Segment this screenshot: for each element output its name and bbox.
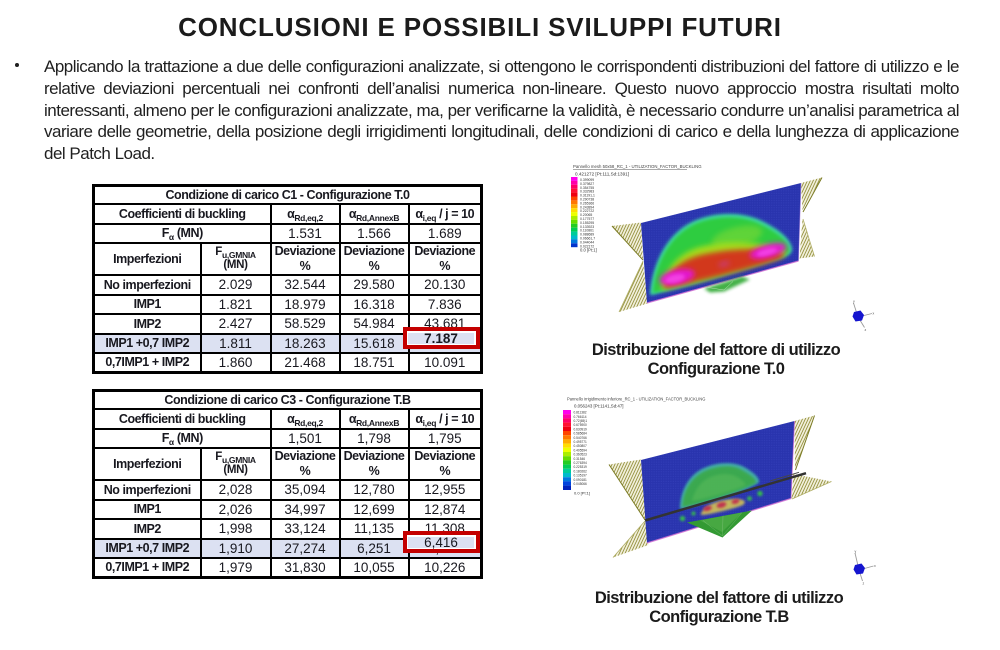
svg-text:0.31191,1: 0.31191,1 bbox=[580, 194, 595, 198]
svg-text:0.450807: 0.450807 bbox=[574, 444, 588, 448]
svg-text:0.135197: 0.135197 bbox=[574, 474, 588, 478]
svg-text:z: z bbox=[865, 328, 867, 332]
svg-text:0.110861: 0.110861 bbox=[580, 229, 594, 233]
svg-text:0.332983: 0.332983 bbox=[580, 190, 594, 194]
svg-text:x: x bbox=[874, 564, 876, 568]
svg-text:0.354755: 0.354755 bbox=[580, 186, 594, 190]
svg-text:0.276394: 0.276394 bbox=[574, 461, 588, 465]
svg-text:0.540766: 0.540766 bbox=[574, 436, 588, 440]
svg-text:x: x bbox=[873, 312, 875, 316]
svg-text:0.20065: 0.20065 bbox=[580, 213, 592, 217]
svg-text:0.360523: 0.360523 bbox=[574, 453, 588, 457]
svg-text:0.177577: 0.177577 bbox=[580, 217, 594, 221]
svg-text:Pannello mesh 50x58_RC_1 - UTI: Pannello mesh 50x58_RC_1 - UTILIZATION_F… bbox=[573, 164, 702, 169]
svg-text:0.379827: 0.379827 bbox=[580, 182, 594, 186]
svg-text:0.0 [Pt:1]: 0.0 [Pt:1] bbox=[580, 248, 597, 253]
svg-text:0.405594: 0.405594 bbox=[574, 448, 588, 452]
svg-text:0.155295: 0.155295 bbox=[580, 221, 594, 225]
svg-text:0.421272 [Pt:111,Sd:1391]: 0.421272 [Pt:111,Sd:1391] bbox=[575, 172, 629, 177]
svg-text:0.090181: 0.090181 bbox=[574, 478, 588, 482]
svg-text:0.31546: 0.31546 bbox=[574, 457, 586, 461]
svg-text:0.265366: 0.265366 bbox=[580, 201, 594, 205]
svg-text:0.766114: 0.766114 bbox=[574, 415, 587, 419]
svg-text:0.022172: 0.022172 bbox=[580, 244, 594, 248]
svg-text:0.056243 [Pt:1141,Sd:47]: 0.056243 [Pt:1141,Sd:47] bbox=[574, 404, 623, 409]
svg-text:0.0 [Pt:1]: 0.0 [Pt:1] bbox=[574, 491, 590, 496]
svg-text:0.290738: 0.290738 bbox=[580, 198, 594, 202]
svg-text:0.495771: 0.495771 bbox=[574, 440, 588, 444]
svg-text:0.630919: 0.630919 bbox=[574, 427, 588, 431]
svg-text:0.811382: 0.811382 bbox=[574, 411, 587, 415]
svg-text:0.243894: 0.243894 bbox=[580, 205, 594, 209]
svg-text:0.585684: 0.585684 bbox=[574, 432, 588, 436]
svg-text:0.72(65)1: 0.72(65)1 bbox=[574, 419, 588, 423]
svg-text:z: z bbox=[863, 582, 865, 586]
svg-text:0.225319: 0.225319 bbox=[574, 465, 588, 469]
svg-text:0.180262: 0.180262 bbox=[574, 469, 588, 473]
svg-text:Pannello irrigidimento inferio: Pannello irrigidimento inferiore_RC_1 - … bbox=[567, 397, 705, 402]
svg-text:0.133923: 0.133923 bbox=[580, 225, 594, 229]
svg-text:0.088689: 0.088689 bbox=[580, 233, 594, 237]
svg-text:0.06661,7: 0.06661,7 bbox=[580, 237, 595, 241]
svg-text:y: y bbox=[855, 550, 857, 554]
svg-text:y: y bbox=[853, 300, 855, 304]
svg-text:0.044044: 0.044044 bbox=[580, 240, 594, 244]
svg-text:0.675900: 0.675900 bbox=[574, 423, 588, 427]
svg-text:0.045066: 0.045066 bbox=[574, 482, 588, 486]
svg-text:0.222722: 0.222722 bbox=[580, 209, 594, 213]
svg-text:0.399099: 0.399099 bbox=[580, 178, 594, 182]
